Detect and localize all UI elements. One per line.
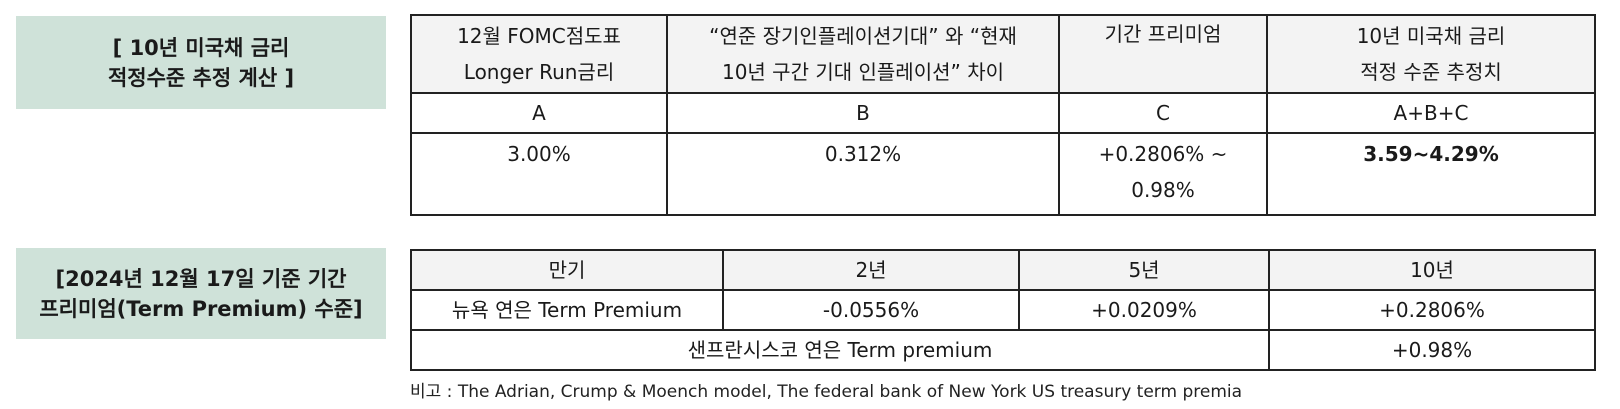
value-cell-2y: -0.0556% <box>722 289 1020 331</box>
section-label-line: 프리미엄(Term Premium) 수준] <box>39 296 363 321</box>
header-cell-inflation-gap: “연준 장기인플레이션기대” 와 “현재 10년 구간 기대 인플레이션” 차이 <box>666 14 1060 94</box>
header-line: “연준 장기인플레이션기대” 와 “현재 <box>709 24 1017 48</box>
value-cell-a: 3.00% <box>410 132 668 216</box>
header-line: 10년 미국채 금리 <box>1356 24 1506 48</box>
header-line: Longer Run금리 <box>463 60 615 84</box>
value-cell-10y: +0.2806% <box>1268 289 1596 331</box>
table-value-row: 3.00% 0.312% +0.2806% ~ 0.98% 3.59~4.29% <box>410 132 1596 216</box>
code-cell-b: B <box>666 92 1060 134</box>
section-label-line: 적정수준 추정 계산 ] <box>107 65 295 90</box>
code-cell-a: A <box>410 92 668 134</box>
header-cell-term-premium: 기간 프리미엄 <box>1058 14 1268 94</box>
header-line: 12월 FOMC점도표 <box>457 24 621 48</box>
header-cell-5y: 5년 <box>1018 249 1270 291</box>
row-label-sf-fed: 샌프란시스코 연은 Term premium <box>410 329 1270 371</box>
header-cell-maturity: 만기 <box>410 249 724 291</box>
header-cell-2y: 2년 <box>722 249 1020 291</box>
header-cell-fair-value: 10년 미국채 금리 적정 수준 추정치 <box>1266 14 1596 94</box>
header-cell-fomc: 12월 FOMC점도표 Longer Run금리 <box>410 14 668 94</box>
header-line: 기간 프리미엄 <box>1104 22 1222 46</box>
value-line: 0.98% <box>1131 178 1195 202</box>
value-cell-5y: +0.0209% <box>1018 289 1270 331</box>
table-header-row: 12월 FOMC점도표 Longer Run금리 “연준 장기인플레이션기대” … <box>410 14 1596 94</box>
table-row-sf-fed: 샌프란시스코 연은 Term premium +0.98% <box>410 329 1596 371</box>
fair-value-table: 12월 FOMC점도표 Longer Run금리 “연준 장기인플레이션기대” … <box>410 14 1596 216</box>
header-line: 10년 구간 기대 인플레이션” 차이 <box>721 60 1005 84</box>
row-label-ny-fed: 뉴욕 연은 Term Premium <box>410 289 724 331</box>
code-cell-c: C <box>1058 92 1268 134</box>
table-header-row: 만기 2년 5년 10년 <box>410 249 1596 291</box>
section-label-line: [ 10년 미국채 금리 <box>112 35 290 60</box>
value-cell-sf-10y: +0.98% <box>1268 329 1596 371</box>
value-cell-c: +0.2806% ~ 0.98% <box>1058 132 1268 216</box>
section-label-fair-value: [ 10년 미국채 금리 적정수준 추정 계산 ] <box>16 16 386 109</box>
section-label-term-premium: [2024년 12월 17일 기준 기간 프리미엄(Term Premium) … <box>16 248 386 339</box>
header-line: 적정 수준 추정치 <box>1360 60 1502 84</box>
value-cell-result: 3.59~4.29% <box>1266 132 1596 216</box>
table-code-row: A B C A+B+C <box>410 92 1596 134</box>
source-note: 비고 : The Adrian, Crump & Moench model, T… <box>410 382 1243 402</box>
header-cell-10y: 10년 <box>1268 249 1596 291</box>
code-cell-sum: A+B+C <box>1266 92 1596 134</box>
term-premium-table: 만기 2년 5년 10년 뉴욕 연은 Term Premium -0.0556%… <box>410 249 1596 371</box>
value-cell-b: 0.312% <box>666 132 1060 216</box>
value-line: +0.2806% ~ <box>1098 142 1228 166</box>
section-label-line: [2024년 12월 17일 기준 기간 <box>55 266 347 291</box>
table-row-ny-fed: 뉴욕 연은 Term Premium -0.0556% +0.0209% +0.… <box>410 289 1596 331</box>
